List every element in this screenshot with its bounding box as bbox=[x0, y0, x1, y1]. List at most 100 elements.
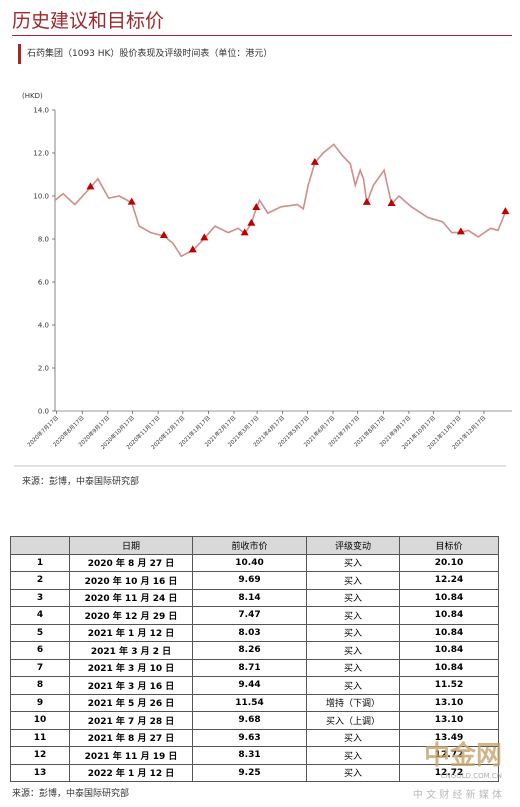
table-cell: 9.25 bbox=[192, 763, 307, 782]
table-cell: 2021 年 7 月 28 日 bbox=[69, 711, 193, 730]
table-cell: 9.69 bbox=[192, 571, 307, 590]
table-cell: 2021 年 3 月 10 日 bbox=[69, 658, 193, 677]
table-cell: 买入 bbox=[306, 746, 400, 765]
table-row: 2 2020 年 10 月 16 日 9.69 买入 12.24 bbox=[10, 571, 499, 590]
table-row: 6 2021 年 3 月 2 日 8.26 买入 10.84 bbox=[10, 641, 499, 660]
chart: (HKD) 0.02.04.06.08.010.012.014.02020年7月… bbox=[14, 92, 512, 467]
rating-marker bbox=[86, 182, 95, 190]
y-tick-label: 14.0 bbox=[33, 107, 49, 115]
rating-marker bbox=[247, 218, 256, 226]
table-row: 1 2020 年 8 月 27 日 10.40 买入 20.10 bbox=[10, 553, 499, 572]
table-cell: 2020 年 8 月 27 日 bbox=[69, 553, 193, 572]
table-cell: 9.44 bbox=[192, 676, 307, 695]
table-cell: 10.40 bbox=[192, 553, 307, 572]
table-cell: 买入 bbox=[306, 571, 400, 590]
table-cell: 评级变动 bbox=[306, 536, 400, 555]
title: 历史建议和目标价 bbox=[12, 10, 165, 32]
table-cell: 2021 年 8 月 27 日 bbox=[69, 728, 193, 747]
table-cell: 2021 年 3 月 2 日 bbox=[69, 641, 193, 660]
table-cell: 9.63 bbox=[192, 728, 307, 747]
table-row: 4 2020 年 12 月 29 日 7.47 买入 10.84 bbox=[10, 606, 499, 625]
table-cell: 10 bbox=[10, 711, 70, 730]
rating-marker bbox=[387, 198, 396, 206]
table-row: 5 2021 年 1 月 12 日 8.03 买入 10.84 bbox=[10, 623, 499, 642]
table-cell: 买入 bbox=[306, 623, 400, 642]
table-cell: 2020 年 11 月 24 日 bbox=[69, 588, 193, 607]
table-cell: 9 bbox=[10, 693, 70, 712]
rating-marker bbox=[362, 197, 371, 205]
subtitle: 石药集团（1093 HK）股价表现及评级时间表（单位：港元） bbox=[18, 44, 272, 64]
table-cell: 2021 年 1 月 12 日 bbox=[69, 623, 193, 642]
rating-marker bbox=[240, 228, 249, 236]
table-cell: 买入 bbox=[306, 676, 400, 695]
table-cell: 买入 bbox=[306, 763, 400, 782]
y-tick-label: 8.0 bbox=[38, 236, 49, 244]
rating-marker bbox=[188, 245, 197, 253]
table-cell: 12.24 bbox=[399, 571, 499, 590]
rating-marker bbox=[456, 227, 465, 235]
rating-marker bbox=[200, 233, 209, 241]
table-cell: 8.71 bbox=[192, 658, 307, 677]
table-cell: 11 bbox=[10, 728, 70, 747]
table-cell: 13.10 bbox=[399, 711, 499, 730]
table-cell: 买入 bbox=[306, 728, 400, 747]
rating-marker bbox=[310, 157, 319, 165]
table-cell: 8.03 bbox=[192, 623, 307, 642]
table-row: 日期 前收市价 评级变动 目标价 bbox=[10, 536, 499, 555]
table-cell: 买入 bbox=[306, 606, 400, 625]
rating-marker bbox=[159, 230, 168, 238]
table-row: 3 2020 年 11 月 24 日 8.14 买入 10.84 bbox=[10, 588, 499, 607]
table-cell: 13.10 bbox=[399, 693, 499, 712]
table-cell: 10.84 bbox=[399, 641, 499, 660]
table-cell: 10.84 bbox=[399, 606, 499, 625]
table-cell: 8 bbox=[10, 676, 70, 695]
table-cell: 10.84 bbox=[399, 623, 499, 642]
y-tick-label: 0.0 bbox=[38, 408, 49, 416]
table-cell: 8.31 bbox=[192, 746, 307, 765]
table-cell: 2020 年 12 月 29 日 bbox=[69, 606, 193, 625]
table-row: 10 2021 年 7 月 28 日 9.68 买入（上调） 13.10 bbox=[10, 711, 499, 730]
table-cell: 1 bbox=[10, 553, 70, 572]
table-cell: 买入 bbox=[306, 641, 400, 660]
y-label: (HKD) bbox=[22, 92, 43, 100]
table-cell: 7 bbox=[10, 658, 70, 677]
price-line bbox=[54, 143, 507, 258]
table-cell: 2020 年 10 月 16 日 bbox=[69, 571, 193, 590]
table-cell: 20.10 bbox=[399, 553, 499, 572]
y-tick-label: 2.0 bbox=[38, 365, 49, 373]
table-cell: 10.84 bbox=[399, 588, 499, 607]
y-tick-label: 10.0 bbox=[33, 193, 49, 201]
table-cell: 5 bbox=[10, 623, 70, 642]
rating-marker bbox=[501, 207, 510, 215]
table-row: 11 2021 年 8 月 27 日 9.63 买入 13.49 bbox=[10, 728, 499, 747]
table-cell: 11.52 bbox=[399, 676, 499, 695]
table-cell: 买入（上调） bbox=[306, 711, 400, 730]
watermark: 中金网 CNGOLD.COM.CN 中 文 财 经 新 媒 体 bbox=[413, 735, 502, 801]
table-cell: 8.14 bbox=[192, 588, 307, 607]
table-cell: 10.84 bbox=[399, 658, 499, 677]
table-cell: 增持（下调） bbox=[306, 693, 400, 712]
table-cell: 2021 年 3 月 16 日 bbox=[69, 676, 193, 695]
rule bbox=[12, 35, 512, 36]
rating-marker bbox=[252, 203, 261, 211]
table-cell: 6 bbox=[10, 641, 70, 660]
table-cell: 8.26 bbox=[192, 641, 307, 660]
y-tick-label: 6.0 bbox=[38, 279, 49, 287]
table-cell: 前收市价 bbox=[192, 536, 307, 555]
table-cell: 日期 bbox=[69, 536, 193, 555]
watermark-name: 中金网 bbox=[423, 741, 502, 771]
source: 来源：彭博，中泰国际研究部 bbox=[22, 477, 140, 487]
table-cell: 目标价 bbox=[399, 536, 499, 555]
table-cell: 买入 bbox=[306, 588, 400, 607]
watermark-slogan: 中 文 财 经 新 媒 体 bbox=[412, 790, 502, 801]
table-cell: 买入 bbox=[306, 658, 400, 677]
table-cell: 2 bbox=[10, 571, 70, 590]
table-cell: 7.47 bbox=[192, 606, 307, 625]
table-cell bbox=[10, 536, 70, 555]
rating-table: 日期 前收市价 评级变动 目标价 1 2020 年 8 月 27 日 10.40 买入 20.1… bbox=[10, 536, 499, 782]
table-cell: 12 bbox=[10, 746, 70, 765]
table-cell: 12.72 bbox=[399, 763, 499, 782]
table-row: 12 2021 年 11 月 19 日 8.31 买入 12.72 bbox=[10, 746, 499, 765]
watermark-url: CNGOLD.COM.CN bbox=[440, 772, 502, 780]
